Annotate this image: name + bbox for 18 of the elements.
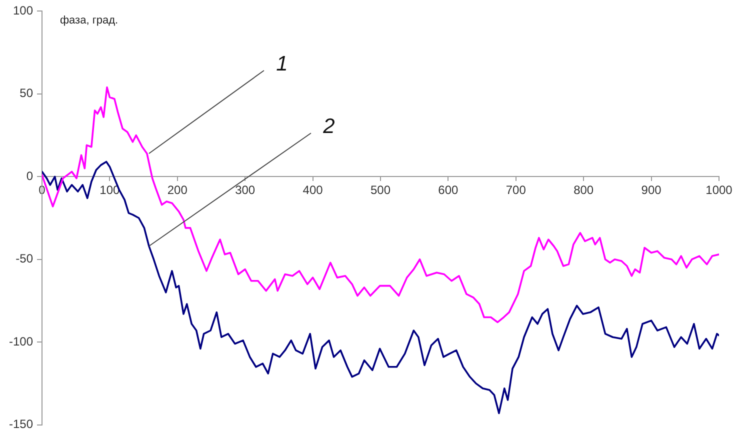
x-tick-label: 800 (574, 183, 594, 198)
x-tick-label: 1000 (706, 183, 733, 198)
x-tick-label: 900 (641, 183, 662, 198)
x-tick-label: 700 (506, 183, 526, 198)
y-tick-label: 100 (12, 4, 34, 18)
annotation: 2 (322, 114, 336, 138)
y-tick-label: 50 (20, 86, 34, 100)
x-tick-label: 500 (370, 183, 391, 198)
y-tick-label: -50 (16, 252, 34, 266)
annotation: 1 (276, 52, 288, 76)
y-axis-title: фаза, град. (60, 14, 118, 27)
x-tick-label: 400 (302, 183, 324, 198)
x-tick-label: 600 (438, 183, 459, 198)
y-tick-label: -150 (8, 417, 34, 432)
x-tick-label: 300 (235, 183, 256, 198)
y-tick-label: 0 (26, 168, 34, 183)
x-tick-label: 200 (167, 183, 188, 198)
y-tick-label: -100 (8, 334, 34, 348)
